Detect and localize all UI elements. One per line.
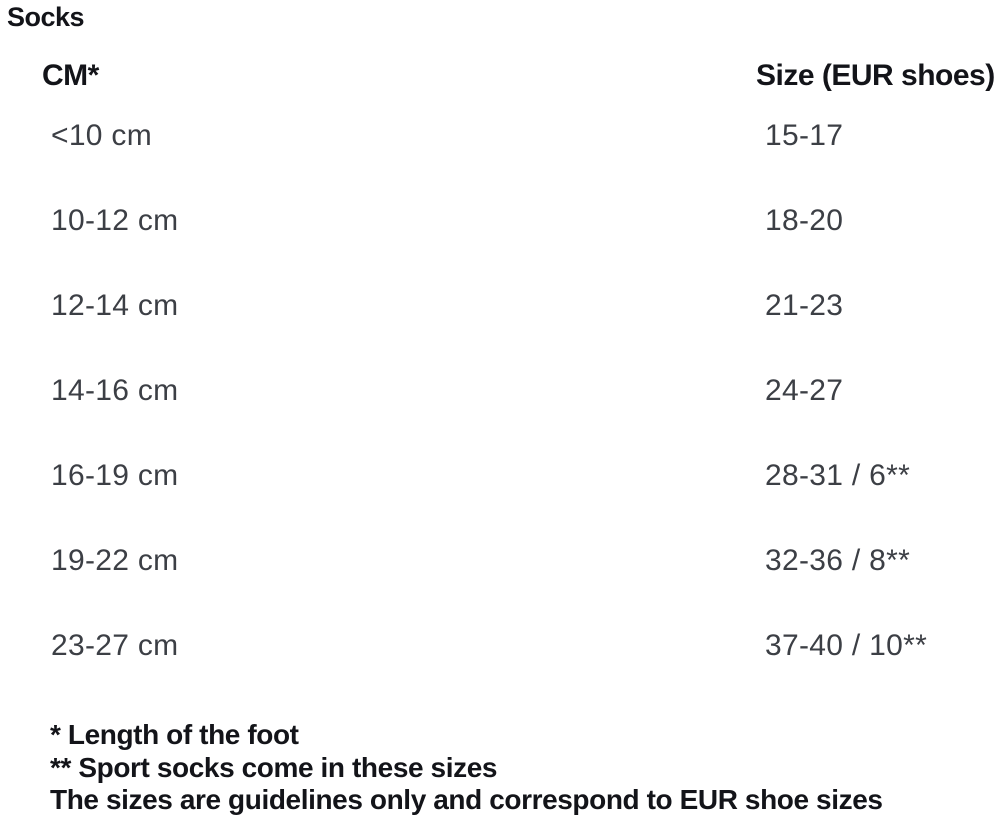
size-cell: 21-23 bbox=[765, 289, 844, 322]
size-cell: 15-17 bbox=[765, 119, 844, 152]
size-cell: 18-20 bbox=[765, 204, 844, 237]
size-cell: 24-27 bbox=[765, 374, 844, 407]
footnote-guidelines: The sizes are guidelines only and corres… bbox=[50, 784, 883, 815]
page-title: Socks bbox=[7, 2, 85, 32]
footnote-foot-length: * Length of the foot bbox=[50, 719, 299, 750]
table-header-row: CM* Size (EUR shoes) bbox=[0, 57, 1000, 97]
cm-cell: 14-16 cm bbox=[51, 374, 179, 407]
table-row: 10-12 cm 18-20 bbox=[0, 202, 1000, 287]
table-row: <10 cm 15-17 bbox=[0, 117, 1000, 202]
table-row: 19-22 cm 32-36 / 8** bbox=[0, 542, 1000, 627]
size-table: <10 cm 15-17 10-12 cm 18-20 12-14 cm 21-… bbox=[0, 117, 1000, 712]
size-cell: 28-31 / 6** bbox=[765, 459, 911, 492]
table-row: 12-14 cm 21-23 bbox=[0, 287, 1000, 372]
footnotes: * Length of the foot ** Sport socks come… bbox=[50, 719, 990, 817]
footnote-sport-socks: ** Sport socks come in these sizes bbox=[50, 751, 498, 783]
cm-cell: 10-12 cm bbox=[51, 204, 179, 237]
table-row: 14-16 cm 24-27 bbox=[0, 372, 1000, 457]
column-header-size: Size (EUR shoes) bbox=[756, 59, 995, 92]
size-cell: 37-40 / 10** bbox=[765, 629, 928, 662]
cm-cell: <10 cm bbox=[51, 119, 153, 152]
table-row: 16-19 cm 28-31 / 6** bbox=[0, 457, 1000, 542]
column-header-cm: CM* bbox=[42, 59, 99, 92]
cm-cell: 19-22 cm bbox=[51, 544, 179, 577]
table-row: 23-27 cm 37-40 / 10** bbox=[0, 627, 1000, 712]
size-cell: 32-36 / 8** bbox=[765, 544, 911, 577]
cm-cell: 12-14 cm bbox=[51, 289, 179, 322]
cm-cell: 16-19 cm bbox=[51, 459, 179, 492]
cm-cell: 23-27 cm bbox=[51, 629, 179, 662]
